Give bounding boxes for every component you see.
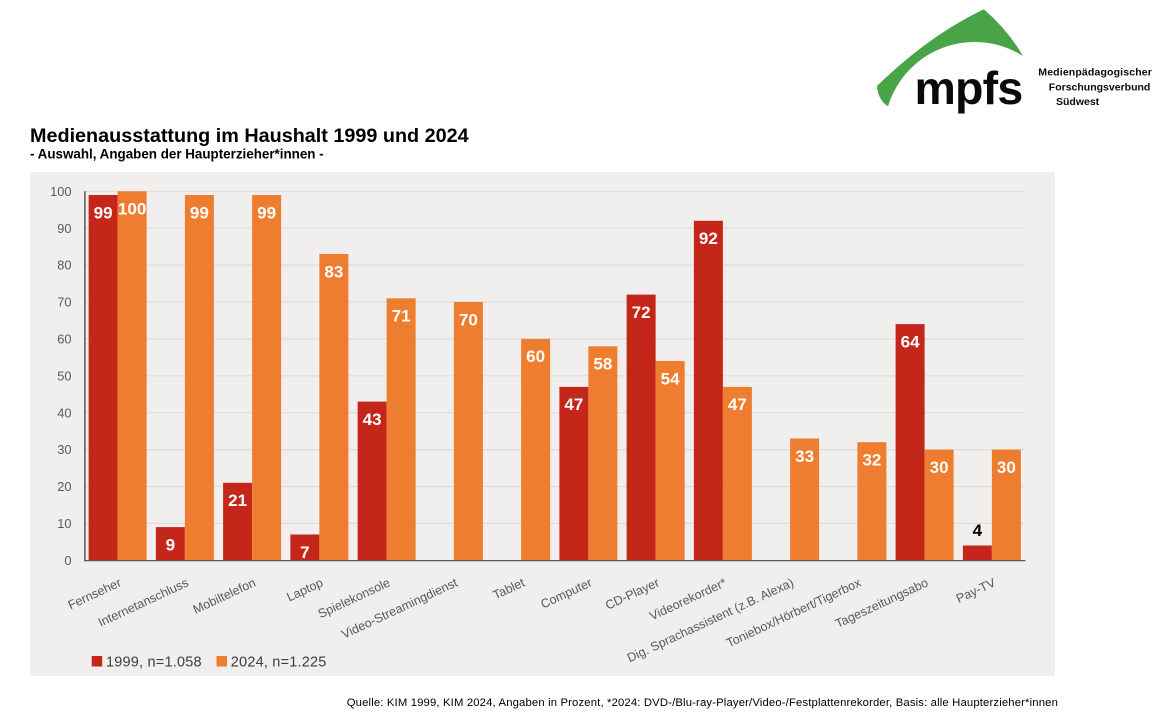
- svg-text:99: 99: [257, 203, 276, 222]
- svg-text:64: 64: [901, 332, 920, 351]
- svg-text:0: 0: [64, 553, 71, 568]
- svg-text:40: 40: [57, 405, 71, 420]
- svg-text:Medienausstattung im Haushalt: Medienausstattung im Haushalt 1999 und 2…: [30, 125, 469, 147]
- svg-text:47: 47: [728, 395, 747, 414]
- svg-text:7: 7: [300, 543, 309, 562]
- svg-text:54: 54: [661, 369, 680, 388]
- svg-text:21: 21: [228, 491, 247, 510]
- svg-text:32: 32: [862, 451, 881, 470]
- svg-text:10: 10: [57, 516, 71, 531]
- svg-text:50: 50: [57, 368, 71, 383]
- svg-text:92: 92: [699, 229, 718, 248]
- svg-text:47: 47: [564, 395, 583, 414]
- svg-text:99: 99: [94, 203, 113, 222]
- svg-text:4: 4: [973, 521, 983, 540]
- svg-text:70: 70: [459, 310, 478, 329]
- svg-text:72: 72: [632, 303, 651, 322]
- svg-text:33: 33: [795, 447, 814, 466]
- svg-text:80: 80: [57, 258, 71, 273]
- svg-text:30: 30: [930, 458, 949, 477]
- svg-text:9: 9: [166, 535, 175, 554]
- svg-text:83: 83: [324, 262, 343, 281]
- svg-text:20: 20: [57, 479, 71, 494]
- svg-text:60: 60: [526, 347, 545, 366]
- svg-text:Südwest: Südwest: [1056, 96, 1100, 108]
- svg-text:43: 43: [363, 410, 382, 429]
- svg-text:Forschungsverbund: Forschungsverbund: [1049, 82, 1151, 94]
- svg-text:99: 99: [190, 203, 209, 222]
- svg-text:30: 30: [57, 442, 71, 457]
- svg-text:1999, n=1.058: 1999, n=1.058: [106, 655, 202, 671]
- svg-text:90: 90: [57, 221, 71, 236]
- svg-text:Quelle: KIM 1999, KIM 2024, An: Quelle: KIM 1999, KIM 2024, Angaben in P…: [347, 697, 1058, 709]
- svg-text:2024, n=1.225: 2024, n=1.225: [231, 655, 327, 671]
- svg-text:30: 30: [997, 458, 1016, 477]
- svg-text:58: 58: [593, 355, 612, 374]
- svg-text:mpfs: mpfs: [915, 62, 1023, 114]
- svg-text:100: 100: [50, 184, 71, 199]
- svg-text:60: 60: [57, 332, 71, 347]
- svg-text:71: 71: [392, 307, 411, 326]
- svg-text:- Auswahl, Angaben der Haupter: - Auswahl, Angaben der Haupterzieher*inn…: [30, 147, 324, 162]
- svg-text:70: 70: [57, 295, 71, 310]
- svg-text:Medienpädagogischer: Medienpädagogischer: [1038, 67, 1152, 79]
- svg-text:100: 100: [118, 200, 146, 219]
